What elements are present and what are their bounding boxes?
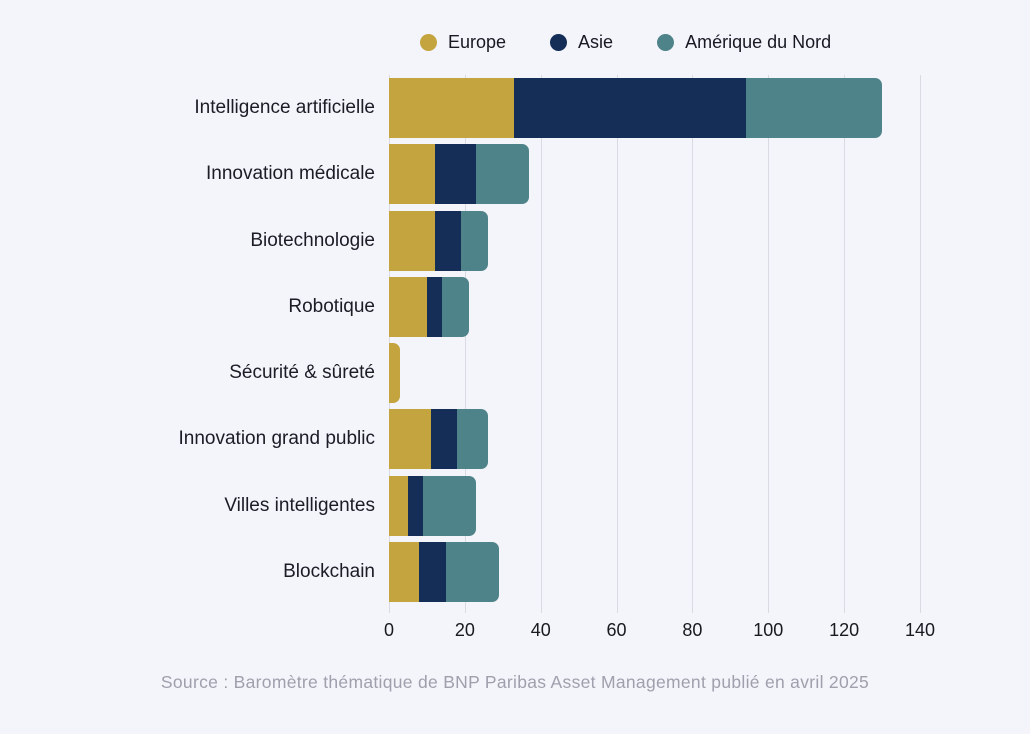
bar-segment-am-rique-du-nord [745, 78, 883, 139]
bar-segment-asie [419, 541, 446, 602]
category-label: Robotique [288, 295, 375, 317]
x-tick-label: 40 [530, 620, 551, 640]
bar-segment-asie [430, 409, 458, 470]
legend-label: Asie [578, 31, 614, 52]
x-tick-label: 60 [606, 620, 627, 640]
bar-segment-am-rique-du-nord [442, 276, 469, 337]
gridline [768, 75, 770, 613]
bar-row [389, 409, 488, 470]
bar-row [389, 210, 488, 271]
legend-item: Amérique du Nord [657, 32, 831, 53]
gridline [692, 75, 694, 613]
bar-segment-europe [389, 541, 420, 602]
bar-row [389, 276, 469, 337]
bar-segment-am-rique-du-nord [457, 409, 488, 470]
gridline [464, 75, 466, 613]
legend-label: Europe [448, 31, 507, 52]
bar-segment-europe [389, 144, 435, 205]
gridline [616, 75, 618, 613]
bar-row [389, 541, 499, 602]
legend-dot-icon [657, 33, 675, 51]
bar-segment-europe [389, 78, 515, 139]
gridline [920, 75, 921, 613]
bar-segment-europe [389, 409, 431, 470]
bar-row [389, 475, 477, 536]
bar-row [389, 78, 883, 139]
legend-item: Asie [550, 32, 613, 53]
category-label: Biotechnologie [250, 229, 375, 251]
bar-segment-asie [407, 475, 424, 536]
bar-segment-asie [426, 276, 443, 337]
bar-segment-asie [434, 144, 477, 205]
category-label: Intelligence artificielle [194, 97, 375, 119]
bar-segment-am-rique-du-nord [476, 144, 530, 205]
gridline [540, 75, 542, 613]
x-tick-label: 80 [682, 620, 703, 640]
x-tick-label: 140 [904, 620, 936, 640]
x-tick-label: 20 [454, 620, 475, 640]
source-caption: Source : Baromètre thématique de BNP Par… [160, 672, 870, 692]
legend-dot-icon [550, 33, 568, 51]
legend-dot-icon [420, 33, 437, 51]
bar-row [389, 144, 530, 205]
bar-segment-europe [389, 343, 401, 404]
bar-segment-am-rique-du-nord [461, 210, 488, 271]
bar-segment-am-rique-du-nord [445, 541, 499, 602]
bar-row [389, 343, 401, 404]
x-tick-label: 0 [383, 620, 394, 640]
x-tick-label: 100 [753, 620, 784, 640]
category-label: Sécurité & sûreté [229, 362, 375, 384]
category-label: Villes intelligentes [224, 494, 375, 516]
bar-segment-europe [389, 475, 408, 536]
gridline [844, 75, 846, 613]
x-tick-label: 120 [829, 620, 860, 640]
bar-segment-europe [389, 276, 427, 337]
legend: Europe Asie Amérique du Nord [420, 27, 831, 57]
legend-item: Europe [420, 32, 506, 53]
category-label: Innovation grand public [178, 428, 375, 450]
legend-label: Amérique du Nord [685, 31, 832, 52]
bar-segment-asie [434, 210, 462, 271]
category-label: Blockchain [283, 560, 375, 582]
bar-segment-am-rique-du-nord [423, 475, 477, 536]
bar-segment-asie [514, 78, 746, 139]
bar-segment-europe [389, 210, 435, 271]
category-label: Innovation médicale [206, 163, 375, 185]
